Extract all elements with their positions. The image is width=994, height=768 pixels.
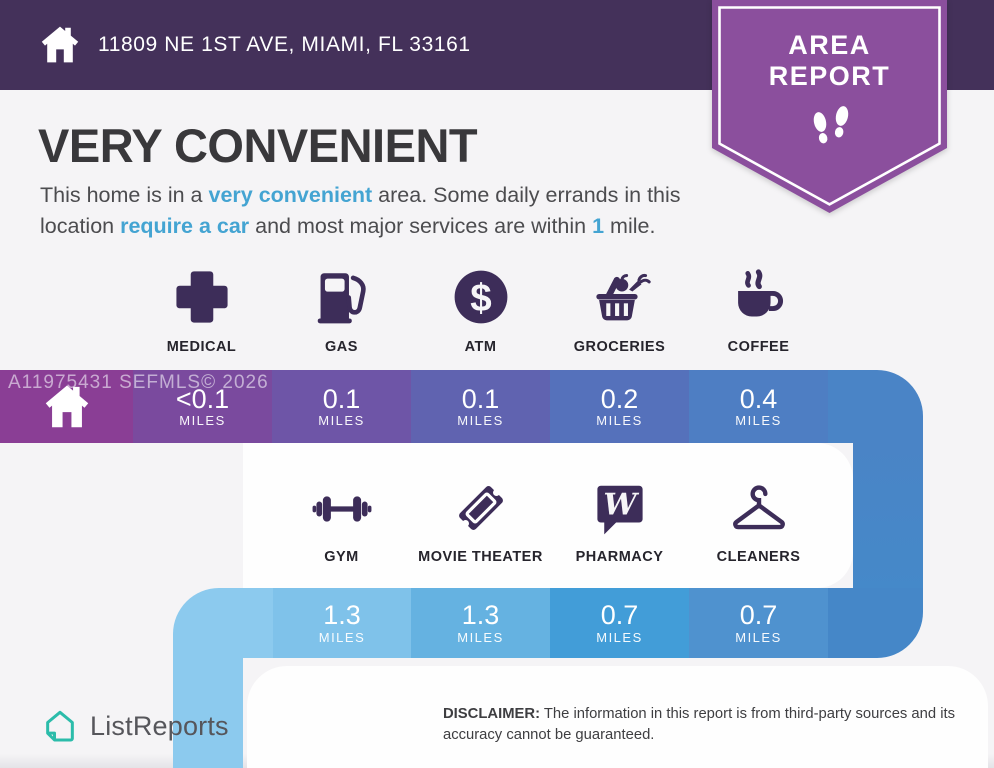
badge-line1: AREA [788,30,871,60]
disclaimer-body: The information in this report is from t… [443,706,956,743]
band-home-cell [0,370,133,443]
desc-seg: and most major services are within [249,213,593,238]
category-label: GAS [325,339,358,355]
distance-unit: MILES [457,413,504,429]
distance-unit: MILES [596,629,643,645]
distance-unit: MILES [735,629,782,645]
listreports-wordmark: ListReports [90,710,229,741]
listreports-logo: ListReports [40,706,229,746]
category-label: GYM [324,549,359,565]
category-medical: MEDICAL [132,258,271,355]
distance-value: 1.3 [323,600,361,631]
distance-cell-movie-theater: 1.3 MILES [411,588,550,658]
footprints-icon [813,106,848,144]
area-report-badge: AREA REPORT [712,0,947,213]
desc-seg: area. Some daily errands in this [372,183,681,207]
desc-highlight-walkscore: very convenient [208,183,373,207]
band-row2-end-pad [828,588,923,658]
description-paragraph: This home is in a very convenient area. … [40,180,720,241]
listreports-house-icon [46,710,74,742]
badge-title: AREA REPORT [712,30,947,92]
distance-cell-pharmacy: 0.7 MILES [550,588,689,658]
row2-white-panel [243,443,853,588]
band-row2-left-pad [173,588,273,658]
page-title: VERY CONVENIENT [38,119,478,172]
desc-highlight-car: require a car [120,213,250,238]
distance-value: 0.7 [600,600,639,631]
category-cleaners: CLEANERS [689,468,828,565]
band-home-icon [45,385,88,427]
distance-unit: MILES [596,413,643,429]
category-label: CLEANERS [716,549,801,565]
pharmacy-w-icon: W [596,485,643,535]
distance-cell-cleaners: 0.7 MILES [689,588,828,658]
property-address: 11809 NE 1ST AVE, MIAMI, FL 33161 [98,33,471,56]
footer-white-panel [247,666,988,768]
svg-text:W: W [603,488,639,523]
distance-cell-gas: 0.1 MILES [272,370,411,443]
distance-unit: MILES [457,629,504,645]
badge-pentagon [712,0,947,213]
distance-unit: MILES [318,629,366,645]
distance-unit: MILES [318,413,365,429]
distance-cell-coffee: 0.4 MILES [689,370,828,443]
distance-value: 0.4 [739,383,778,414]
category-groceries: GROCERIES [550,258,689,355]
category-label: MEDICAL [166,339,237,355]
coffee-cup-icon [737,269,783,317]
distance-unit: MILES [735,413,782,429]
mls-watermark: A11975431 SEFMLS© 2026 [8,372,269,393]
distance-value: 0.1 [461,383,500,414]
atm-dollar-icon: $ [454,270,507,324]
medical-cross-icon [175,271,228,323]
category-label: MOVIE THEATER [418,549,543,565]
distance-value: 0.2 [600,383,639,414]
disclaimer-text: DISCLAIMER: The information in this repo… [443,704,959,745]
desc-seg: This home is in a [40,183,209,207]
badge-line2: REPORT [768,61,891,92]
distance-cell-medical: <0.1 MILES [133,370,272,443]
distance-value: 0.7 [739,600,778,631]
distance-value: 0.1 [322,383,361,414]
distance-unit: MILES [179,413,226,429]
distance-cell-gym: 1.3 MILES [273,588,411,658]
category-label: ATM [464,339,497,355]
category-gym: GYM [272,468,411,565]
grocery-basket-icon [595,273,651,321]
category-coffee: COFFEE [689,258,828,355]
distance-value: 1.3 [461,600,500,631]
desc-seg: mile. [604,213,656,238]
desc-highlight-mile: 1 [592,213,605,238]
distance-cell-atm: 0.1 MILES [411,370,550,443]
category-label: COFFEE [727,339,790,355]
disclaimer-label: DISCLAIMER: [443,706,540,722]
category-label: PHARMACY [575,549,664,565]
band-row1-end-pad [828,370,923,443]
gas-pump-icon [317,273,366,324]
category-movie-theater: MOVIE THEATER [411,468,550,565]
svg-text:$: $ [470,277,491,320]
category-gas: GAS [272,258,411,355]
dumbbell-icon [312,496,371,522]
distance-value: <0.1 [175,383,230,414]
hanger-icon [732,485,785,530]
home-icon [41,26,79,63]
category-atm: $ ATM [411,258,550,355]
movie-ticket-icon [458,486,503,530]
band-left-tail [173,645,243,768]
category-pharmacy: W PHARMACY [550,468,689,565]
distance-cell-groceries: 0.2 MILES [550,370,689,443]
band-right-connector [853,440,923,590]
category-label: GROCERIES [573,339,666,355]
desc-seg: location [40,213,121,238]
